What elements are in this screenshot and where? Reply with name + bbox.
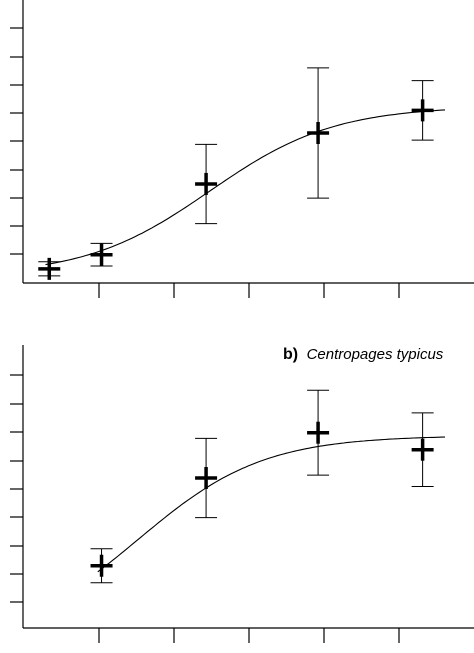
panel-b-species: Centropages typicus [307, 346, 444, 363]
panel-b-title: b) Centropages typicus [283, 346, 444, 363]
panel-b-data-point [195, 437, 218, 519]
panel-a-ticks [10, 27, 400, 298]
panel-b-data-point [307, 389, 330, 476]
panel-a-data-point [90, 242, 113, 267]
panel-a-fit-curve [45, 109, 446, 266]
panel-a [10, 0, 474, 298]
panel-b-points [90, 389, 434, 584]
panel-b-data-point [411, 412, 434, 487]
panel-b: b) Centropages typicus [10, 345, 474, 643]
panel-b-fit-curve [97, 436, 445, 573]
panel-b-ticks [10, 374, 400, 643]
panel-b-data-point [90, 548, 113, 584]
panel-a-data-point [195, 143, 218, 225]
panel-a-points [38, 67, 434, 280]
panel-a-data-point [411, 80, 434, 141]
panel-a-data-point [38, 257, 61, 280]
panel-a-data-point [307, 67, 330, 199]
panel-b-label: b) [283, 346, 298, 363]
